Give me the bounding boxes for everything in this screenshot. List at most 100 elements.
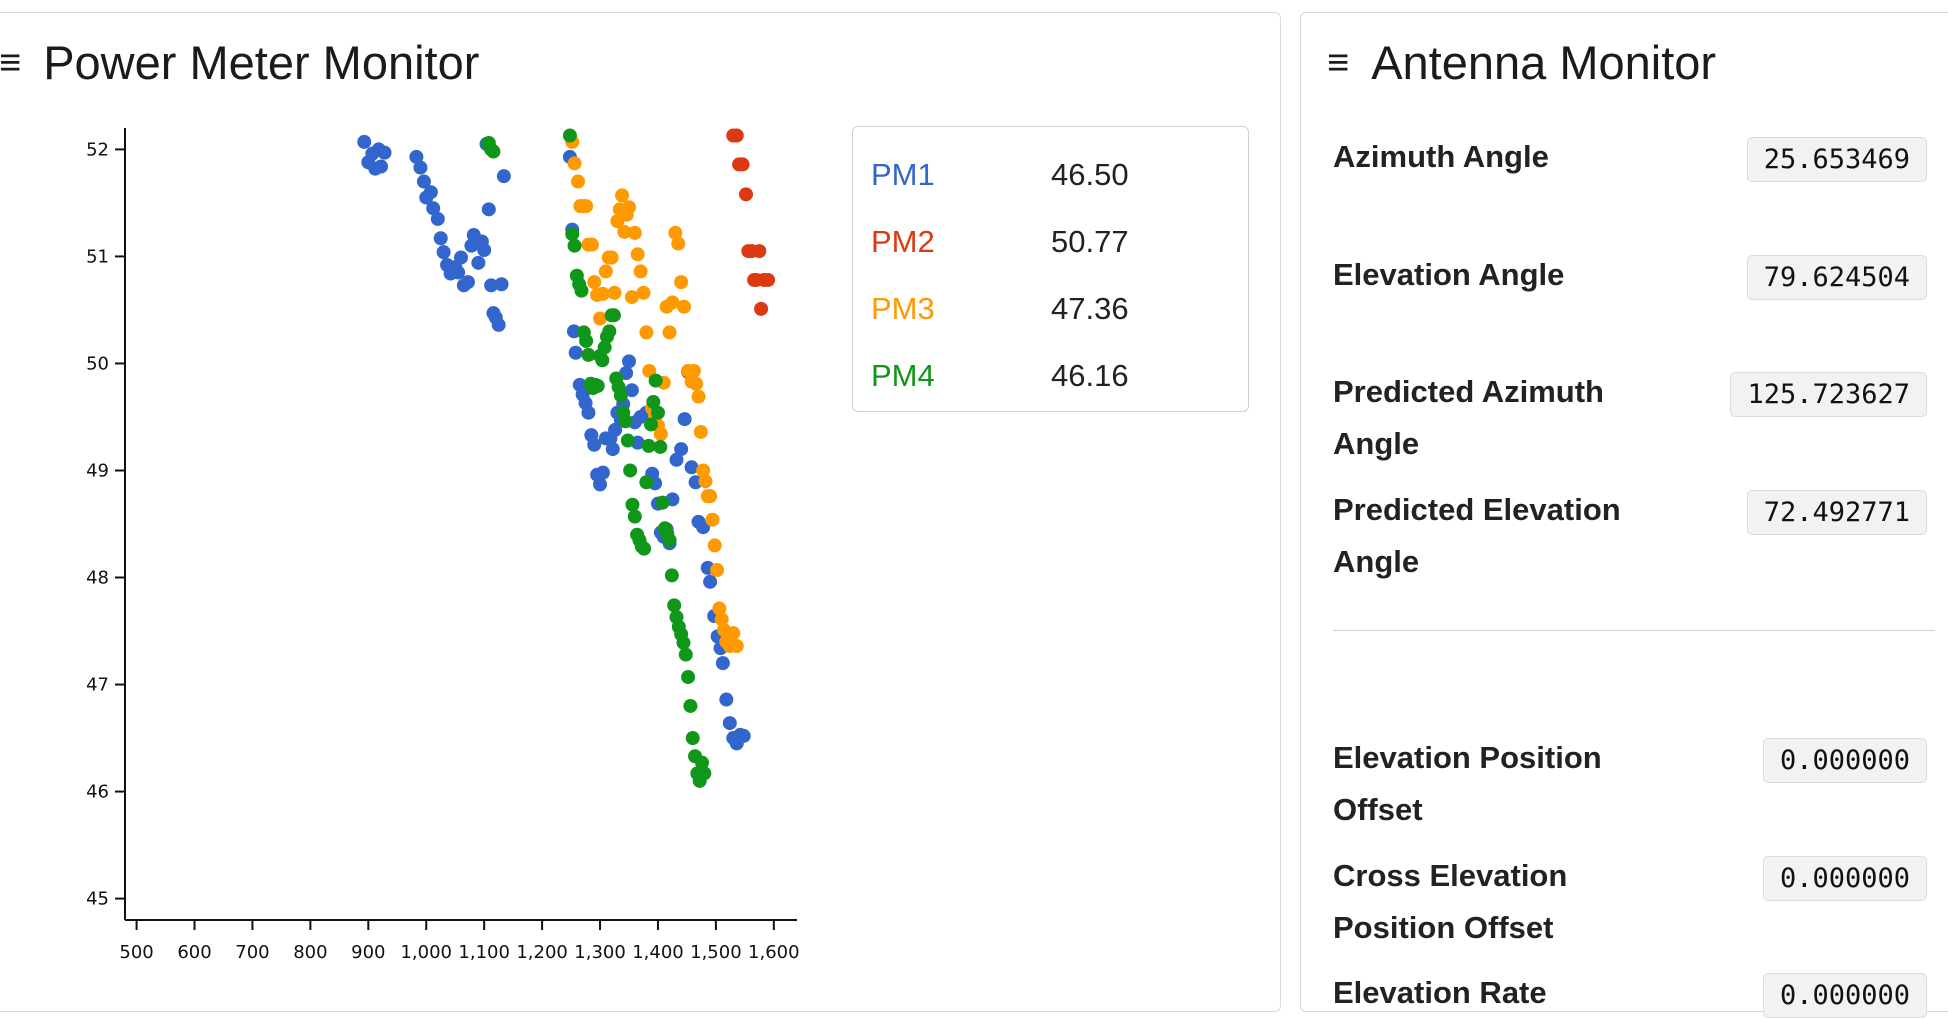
x-tick-label: 1,100 (458, 942, 510, 963)
data-point-pm4 (625, 497, 640, 512)
elevation-rate-value: 0.000000 (1762, 973, 1927, 1018)
x-tick-label: 600 (177, 942, 211, 963)
data-point-pm1 (605, 442, 620, 457)
data-point-pm1 (719, 692, 734, 707)
y-tick-label: 48 (86, 568, 109, 589)
data-point-pm3 (707, 538, 722, 553)
data-point-pm2 (729, 128, 744, 143)
data-point-pm3 (639, 325, 654, 340)
y-tick-label: 49 (86, 460, 109, 481)
data-point-pm1 (622, 354, 636, 369)
data-point-pm4 (567, 238, 582, 253)
data-point-pm1 (696, 520, 711, 535)
data-point-pm1 (677, 412, 692, 427)
divider (1333, 630, 1935, 631)
legend-value: 47.36 (1051, 291, 1129, 326)
data-point-pm1 (593, 477, 608, 492)
data-point-pm1 (494, 277, 509, 292)
x-tick-label: 800 (293, 942, 327, 963)
power-meter-chart: 45 46 47 48 49 50 51 52 500 600 700 800 900 1,000 1,10… (86, 128, 800, 963)
data-point-pm4 (648, 373, 663, 388)
data-point-pm3 (698, 474, 713, 489)
field-label: Elevation Angle (1333, 257, 1565, 292)
data-point-pm4 (637, 541, 652, 556)
field-label: Elevation Position Offset (1333, 740, 1602, 827)
field-label: Predicted Azimuth Angle (1333, 374, 1604, 461)
x-tick-label: 1,200 (516, 942, 568, 963)
data-point-pm3 (689, 376, 704, 391)
data-point-pm3 (630, 247, 645, 262)
elevation-angle-field: Elevation Angle 79.624504 (1333, 249, 1927, 301)
elevation-position-offset-field: Elevation Position Offset 0.000000 (1333, 732, 1927, 836)
data-point-pm3 (617, 224, 632, 239)
data-point-pm3 (677, 299, 692, 314)
data-point-pm1 (423, 185, 438, 200)
data-point-pm3 (710, 563, 725, 578)
hamburger-icon[interactable]: ≡ (0, 42, 22, 84)
data-point-pm3 (615, 188, 630, 203)
data-point-pm3 (579, 199, 594, 214)
legend-name: PM3 (871, 291, 935, 326)
field-label: Cross Elevation Position Offset (1333, 858, 1568, 945)
data-point-pm3 (671, 236, 686, 251)
data-point-pm1 (357, 134, 372, 149)
hamburger-icon[interactable]: ≡ (1327, 42, 1350, 84)
data-point-pm1 (430, 211, 445, 226)
legend-name: PM1 (871, 157, 935, 192)
field-label: Predicted Elevation Angle (1333, 492, 1621, 579)
data-point-pm3 (674, 275, 689, 290)
x-tick-label: 1,600 (748, 942, 800, 963)
y-tick-label: 52 (86, 139, 109, 160)
x-tick-label: 700 (235, 942, 269, 963)
x-tick-label: 1,400 (632, 942, 684, 963)
field-label: Elevation Rate (1333, 975, 1547, 1010)
legend-name: PM4 (871, 358, 935, 393)
data-point-pm1 (736, 728, 751, 743)
data-point-pm1 (377, 145, 392, 160)
data-point-pm3 (595, 286, 610, 301)
legend-value: 50.77 (1051, 224, 1129, 259)
data-point-pm4 (597, 340, 612, 355)
data-point-pm3 (622, 200, 636, 215)
data-point-pm4 (562, 128, 577, 143)
power-meter-legend: PM1 46.50 PM2 50.77 PM3 47.36 PM4 46.16 (852, 126, 1249, 412)
data-point-pm3 (712, 601, 727, 616)
data-point-pm1 (674, 442, 689, 457)
x-tick-label: 1,300 (574, 942, 626, 963)
data-point-pm1 (568, 345, 583, 360)
legend-value: 46.50 (1051, 157, 1129, 192)
predicted-azimuth-angle-field: Predicted Azimuth Angle 125.723627 (1333, 366, 1927, 470)
data-point-pm4 (606, 308, 621, 323)
data-point-pm3 (693, 424, 708, 439)
data-point-pm1 (426, 201, 441, 216)
data-point-pm3 (593, 311, 608, 326)
data-point-pm1 (409, 149, 424, 164)
elevation-rate-field: Elevation Rate 0.000000 (1333, 967, 1927, 1019)
data-point-pm4 (644, 417, 659, 432)
data-point-pm4 (574, 283, 589, 298)
data-point-pm3 (571, 174, 586, 189)
data-point-pm3 (587, 275, 602, 290)
data-point-pm4 (620, 433, 635, 448)
data-point-pm3 (598, 264, 613, 279)
data-point-pm2 (739, 187, 754, 202)
data-point-pm3 (696, 463, 711, 478)
data-point-pm1 (491, 317, 506, 332)
data-point-pm4 (581, 347, 596, 362)
data-point-pm3 (653, 427, 668, 442)
data-point-pm1 (374, 159, 389, 174)
data-point-pm1 (703, 574, 718, 589)
elevation-position-offset-value: 0.000000 (1762, 738, 1927, 783)
predicted-elevation-angle-value: 72.492771 (1746, 490, 1927, 535)
data-point-pm4 (579, 333, 594, 348)
data-point-pm1 (496, 169, 511, 184)
data-point-pm3 (665, 295, 680, 310)
data-point-pm4 (618, 414, 633, 429)
data-point-pm3 (627, 225, 642, 240)
data-point-pm4 (627, 509, 642, 524)
data-point-pm4 (486, 144, 501, 159)
data-point-pm4 (641, 438, 656, 453)
data-point-pm3 (633, 264, 648, 279)
antenna-title-text: Antenna Monitor (1371, 36, 1717, 89)
data-point-pm2 (754, 301, 769, 316)
